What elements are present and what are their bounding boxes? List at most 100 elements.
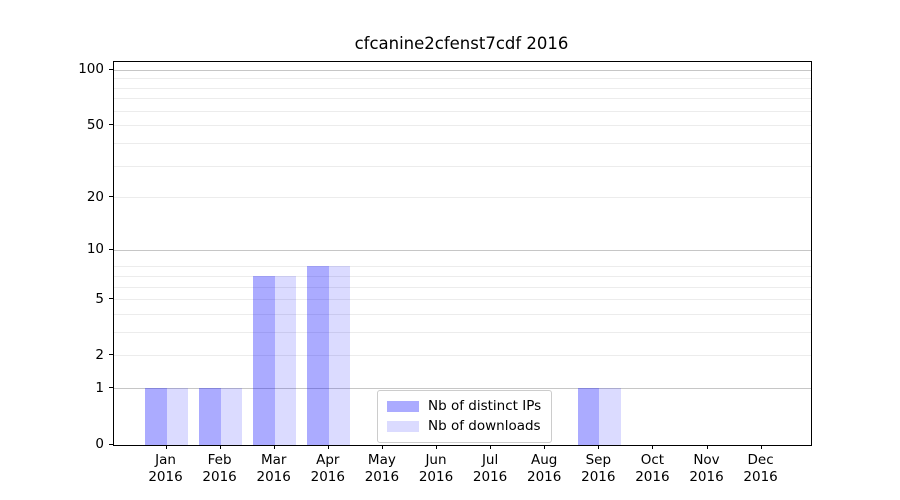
y-axis-label-10: 10 xyxy=(86,241,104,258)
y-tick-0 xyxy=(109,443,113,445)
x-tick-apr xyxy=(327,444,329,449)
x-axis-label-dec: Dec 2016 xyxy=(729,452,793,486)
x-axis-label-month: Dec xyxy=(747,451,774,468)
x-tick-sep xyxy=(598,444,600,449)
x-tick-oct xyxy=(652,444,654,449)
gridline-major-100 xyxy=(114,69,811,71)
x-tick-nov xyxy=(706,444,708,449)
x-axis-label-mar: Mar 2016 xyxy=(242,452,306,486)
x-axis-label-year: 2016 xyxy=(418,468,454,485)
gridline-minor-50 xyxy=(114,125,811,127)
x-axis-label-year: 2016 xyxy=(148,468,183,485)
x-axis-label-aug: Aug 2016 xyxy=(512,452,576,486)
gridline-minor-60 xyxy=(114,110,811,112)
x-axis-label-month: May xyxy=(367,451,396,468)
y-tick-50 xyxy=(109,124,113,126)
x-axis-label-month: Mar xyxy=(260,451,287,468)
gridline-minor-40 xyxy=(114,143,811,145)
gridline-minor-5 xyxy=(114,299,811,301)
x-axis-label-year: 2016 xyxy=(310,468,345,485)
x-axis-label-month: Feb xyxy=(207,451,232,468)
gridline-minor-6 xyxy=(114,286,811,288)
gridline-minor-20 xyxy=(114,197,811,199)
x-axis-label-year: 2016 xyxy=(256,468,291,485)
gridline-minor-3 xyxy=(114,331,811,333)
x-axis-label-jul: Jul 2016 xyxy=(458,452,522,486)
x-axis-label-year: 2016 xyxy=(472,468,508,485)
bar-jan-downloads xyxy=(166,388,188,445)
bar-mar-distinct-ips xyxy=(253,275,275,445)
gridline-minor-80 xyxy=(114,87,811,89)
x-axis-label-month: Oct xyxy=(640,451,665,468)
x-tick-dec xyxy=(760,444,762,449)
gridline-major-1 xyxy=(114,388,811,390)
x-axis-label-year: 2016 xyxy=(581,468,616,485)
x-axis-label-oct: Oct 2016 xyxy=(620,452,684,486)
y-tick-100 xyxy=(109,68,113,70)
x-axis-label-apr: Apr 2016 xyxy=(296,452,360,486)
gridline-minor-4 xyxy=(114,313,811,315)
x-axis-label-year: 2016 xyxy=(743,468,778,485)
legend: Nb of distinct IPs Nb of downloads xyxy=(377,390,553,443)
x-axis-label-year: 2016 xyxy=(527,468,562,485)
gridline-minor-2 xyxy=(114,355,811,357)
x-axis-label-year: 2016 xyxy=(689,468,724,485)
x-tick-jan xyxy=(165,444,167,449)
bar-jan-distinct-ips xyxy=(145,388,167,445)
x-axis-label-month: Nov xyxy=(693,451,720,468)
bar-apr-distinct-ips xyxy=(307,266,329,445)
bar-feb-distinct-ips xyxy=(199,388,221,445)
y-axis-label-1: 1 xyxy=(95,379,104,396)
gridline-minor-8 xyxy=(114,266,811,268)
y-tick-20 xyxy=(109,196,113,198)
x-axis-label-nov: Nov 2016 xyxy=(675,452,739,486)
x-axis-label-month: Sep xyxy=(585,451,612,468)
legend-item-downloads: Nb of downloads xyxy=(387,418,541,434)
gridline-minor-70 xyxy=(114,98,811,100)
bar-feb-downloads xyxy=(220,388,243,445)
legend-label: Nb of distinct IPs xyxy=(428,398,542,414)
x-axis-label-month: Apr xyxy=(316,451,340,468)
gridline-minor-90 xyxy=(114,78,811,80)
y-axis-label-20: 20 xyxy=(86,188,104,205)
y-tick-10 xyxy=(109,248,113,250)
x-axis-label-may: May 2016 xyxy=(350,452,414,486)
y-tick-1 xyxy=(109,387,113,389)
gridline-minor-30 xyxy=(114,165,811,167)
x-axis-label-month: Jul xyxy=(481,451,499,468)
legend-swatch-icon xyxy=(387,400,419,412)
x-tick-jul xyxy=(490,444,492,449)
x-tick-mar xyxy=(273,444,275,449)
x-tick-feb xyxy=(219,444,221,449)
bar-mar-downloads xyxy=(274,275,297,445)
legend-swatch-icon xyxy=(387,420,419,432)
x-axis-label-jan: Jan 2016 xyxy=(134,452,198,486)
bar-apr-downloads xyxy=(328,266,351,445)
x-axis-label-feb: Feb 2016 xyxy=(188,452,252,486)
x-tick-aug xyxy=(544,444,546,449)
plot-area xyxy=(113,60,812,446)
x-tick-jun xyxy=(436,444,437,449)
y-axis-label-0: 0 xyxy=(95,436,104,452)
x-axis-label-month: Jun xyxy=(425,451,447,468)
y-tick-2 xyxy=(109,354,113,356)
x-axis-label-month: Jan xyxy=(155,451,176,468)
gridline-major-10 xyxy=(114,249,811,251)
x-axis-label-jun: Jun 2016 xyxy=(404,452,468,486)
bar-sep-downloads xyxy=(599,388,621,445)
chart-title: cfcanine2cfenst7cdf 2016 xyxy=(354,34,569,53)
x-axis-label-year: 2016 xyxy=(364,468,400,485)
y-axis-label-5: 5 xyxy=(95,290,104,307)
y-axis-label-50: 50 xyxy=(86,116,104,133)
x-axis-label-month: Aug xyxy=(531,451,558,468)
y-tick-5 xyxy=(109,298,113,300)
x-tick-may xyxy=(381,444,383,449)
legend-item-distinct-ips: Nb of distinct IPs xyxy=(387,398,541,414)
y-axis-label-100: 100 xyxy=(78,61,104,78)
x-axis-label-sep: Sep 2016 xyxy=(566,452,630,486)
x-axis-label-year: 2016 xyxy=(635,468,670,485)
legend-label: Nb of downloads xyxy=(428,418,541,434)
y-axis-label-2: 2 xyxy=(95,346,104,363)
bar-sep-distinct-ips xyxy=(577,388,600,445)
